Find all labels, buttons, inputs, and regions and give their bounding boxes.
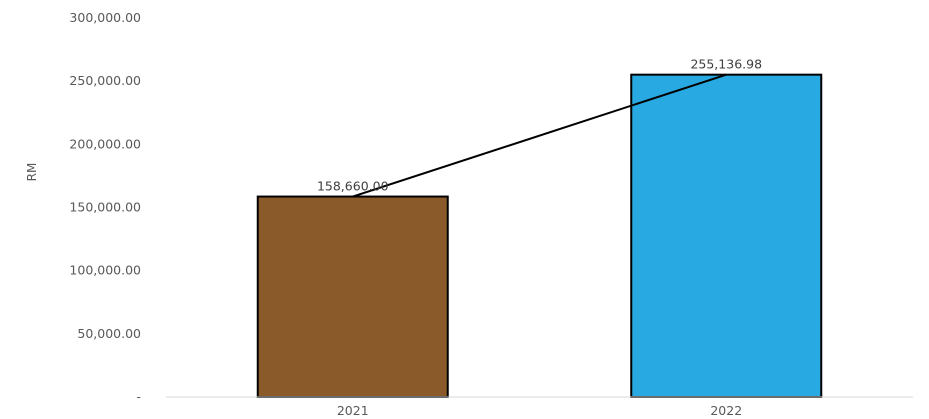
x-tick-label: 2021 [337, 403, 369, 418]
data-label: 158,660.00 [317, 179, 389, 194]
trend-line [352, 73, 727, 198]
y-tick-label: 100,000.00 [69, 263, 141, 278]
y-tick-label: 50,000.00 [77, 326, 141, 341]
trend-line-group [352, 73, 727, 198]
y-axis-title: RM [25, 163, 39, 182]
y-tick-label: 200,000.00 [69, 136, 141, 151]
data-labels: 158,660.00 255,136.98 [317, 57, 762, 194]
bar-2022 [630, 73, 823, 399]
x-tick-label: 2022 [710, 403, 742, 418]
y-tick-label: - [136, 389, 141, 404]
bar-2021 [256, 195, 449, 398]
y-tick-label: 150,000.00 [69, 200, 141, 215]
data-label: 255,136.98 [690, 57, 762, 72]
y-tick-label: 300,000.00 [69, 10, 141, 25]
bars [256, 73, 823, 399]
y-axis-ticks: 300,000.00 250,000.00 200,000.00 150,000.00… [69, 10, 141, 404]
y-tick-label: 250,000.00 [69, 73, 141, 88]
x-axis-labels: 2021 2022 [337, 403, 742, 418]
